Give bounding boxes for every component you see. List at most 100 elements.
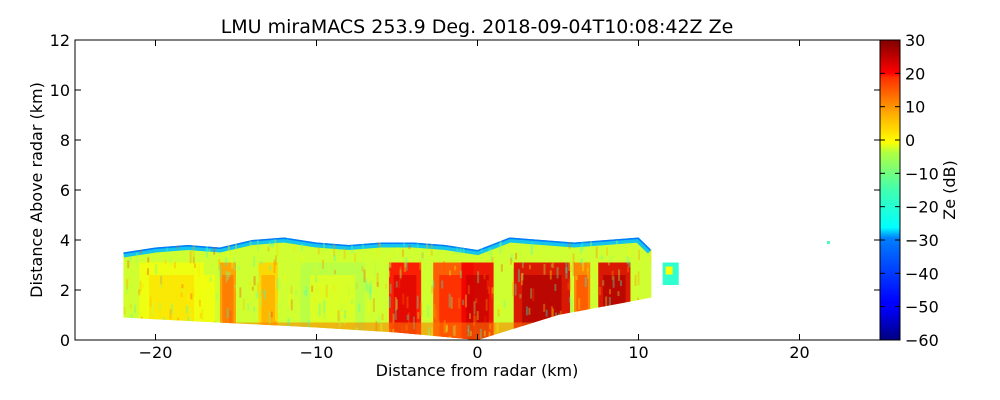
speckle: [180, 292, 183, 298]
speckle: [337, 310, 340, 322]
speckle: [251, 286, 254, 291]
speckle: [568, 239, 571, 249]
speckle: [510, 254, 513, 262]
speckle: [435, 308, 438, 321]
speckle: [216, 339, 219, 340]
speckle: [249, 280, 252, 286]
speckle: [356, 292, 359, 297]
speckle: [173, 262, 176, 269]
y-tick-label: 6: [60, 181, 70, 200]
speckle: [165, 328, 168, 334]
speckle: [547, 337, 550, 340]
speckle: [492, 322, 495, 333]
speckle: [151, 303, 154, 317]
speckle: [578, 314, 581, 320]
speckle: [485, 298, 488, 311]
speckle: [159, 274, 162, 288]
y-axis: 0 2 4 6 8 10 12: [50, 31, 880, 350]
speckle: [388, 253, 391, 268]
speckle: [543, 303, 546, 312]
speckle: [416, 240, 419, 249]
speckle: [217, 256, 220, 267]
speckle: [346, 276, 349, 282]
speckle: [543, 263, 546, 275]
speckle: [269, 265, 272, 271]
speckle: [257, 271, 260, 285]
speckle: [231, 257, 234, 269]
speckle: [500, 264, 503, 272]
speckle: [286, 237, 289, 240]
x-tick-label: −20: [139, 343, 173, 362]
speckle: [483, 238, 486, 246]
colorbar-tick-label: −40: [905, 264, 939, 283]
speckle: [634, 274, 637, 287]
speckle: [627, 319, 630, 331]
speckle: [445, 324, 448, 332]
speckle: [545, 309, 548, 317]
speckle: [552, 308, 555, 318]
speckle: [581, 237, 584, 251]
speckle: [490, 248, 493, 261]
speckle: [663, 310, 665, 316]
speckle: [169, 309, 172, 320]
speckle: [568, 262, 571, 271]
speckle: [192, 256, 195, 264]
colorbar-ticks: 30 20 10 0 −10 −20 −30 −40 −50 −60: [880, 31, 939, 350]
speckle: [236, 332, 239, 340]
speckle: [296, 254, 299, 264]
speckle: [570, 265, 573, 272]
speckle: [649, 256, 652, 262]
speckle: [250, 282, 253, 295]
speckle: [376, 281, 379, 287]
speckle: [403, 260, 406, 273]
speckle: [650, 308, 652, 319]
speckle: [637, 271, 640, 286]
speckle: [136, 252, 139, 265]
speckle: [227, 242, 230, 251]
speckle: [412, 318, 415, 331]
speckle: [322, 239, 325, 251]
speckle: [271, 239, 274, 248]
speckle: [626, 255, 629, 265]
speckle: [196, 321, 199, 335]
speckle: [307, 319, 310, 329]
speckle: [638, 249, 641, 261]
speckle: [274, 255, 277, 266]
colorbar: [879, 39, 901, 341]
speckle: [162, 323, 165, 333]
speckle: [233, 257, 236, 271]
speckle: [405, 324, 408, 331]
speckle: [476, 311, 479, 321]
speckle: [182, 287, 185, 295]
speckle: [219, 264, 222, 278]
speckle: [130, 314, 133, 322]
speckle: [274, 321, 277, 328]
speckle: [651, 260, 652, 268]
speckle: [469, 330, 472, 337]
speckle: [590, 277, 593, 290]
speckle: [388, 328, 391, 340]
speckle: [511, 279, 514, 293]
speckle: [559, 310, 562, 324]
speckle: [170, 303, 173, 315]
speckle: [488, 248, 491, 254]
speckle: [430, 241, 433, 256]
speckle: [320, 285, 323, 298]
speckle: [580, 258, 583, 266]
speckle: [511, 259, 514, 269]
speckle: [343, 319, 346, 325]
speckle: [317, 247, 320, 255]
speckle: [139, 244, 142, 254]
y-tick-label: 12: [50, 31, 70, 50]
speckle: [235, 241, 238, 254]
speckle: [394, 296, 397, 311]
speckle: [503, 300, 506, 308]
speckle: [407, 312, 410, 324]
speckle: [222, 339, 225, 340]
echo-base-layer: [123, 322, 652, 340]
speckle: [226, 271, 229, 280]
speckle: [674, 242, 676, 252]
speckle: [129, 304, 132, 309]
speckle: [388, 237, 391, 243]
speckle: [213, 321, 216, 330]
